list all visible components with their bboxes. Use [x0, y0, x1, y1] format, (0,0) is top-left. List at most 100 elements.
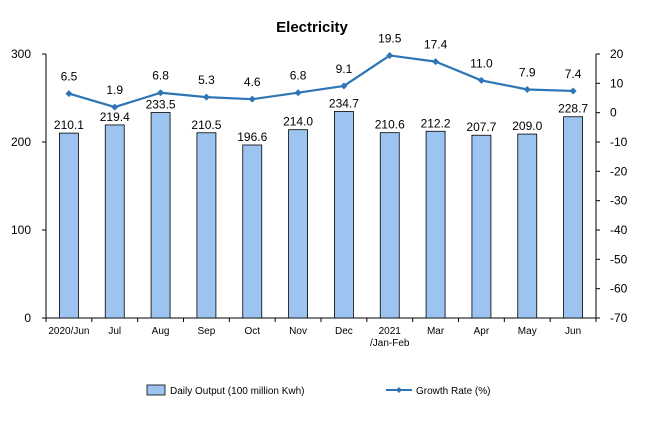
- x-tick-label: Jul: [108, 326, 121, 337]
- growth-rate-value-label: 6.8: [152, 69, 169, 83]
- bar-value-label: 233.5: [146, 98, 176, 112]
- bar: [288, 129, 308, 319]
- growth-line: [65, 51, 577, 111]
- bar-value-label: 210.1: [54, 118, 84, 132]
- bars: [59, 111, 583, 319]
- x-tick-label-line: Jun: [565, 326, 581, 337]
- growth-rate-marker: [340, 82, 348, 90]
- x-tick-label: Nov: [289, 326, 307, 337]
- left-tick-label: 100: [11, 223, 31, 237]
- growth-rate-value-label: 19.5: [378, 31, 402, 45]
- growth-rate-marker: [523, 85, 531, 93]
- x-tick-label: Dec: [335, 326, 353, 337]
- bar: [517, 133, 538, 319]
- right-tick-label: -70: [610, 311, 628, 325]
- growth-rate-marker: [202, 93, 210, 101]
- left-tick-label: 0: [24, 311, 31, 325]
- legend: Daily Output (100 million Kwh) Growth Rat…: [146, 384, 490, 397]
- right-tick-label: -30: [610, 194, 628, 208]
- right-tick-label: 10: [610, 76, 624, 90]
- legend-line-marker: [396, 387, 402, 393]
- x-tick-label: Apr: [474, 326, 490, 337]
- bar: [196, 132, 217, 319]
- bar-value-label: 214.0: [283, 115, 313, 129]
- legend-bar-swatch: [146, 384, 166, 396]
- bar: [379, 132, 400, 319]
- growth-rate-line: [68, 54, 574, 109]
- x-tick-label-line: Sep: [198, 326, 216, 337]
- bar-value-label: 228.7: [558, 102, 588, 116]
- x-tick-label-line: May: [518, 326, 537, 337]
- bar-value-label: 219.4: [100, 110, 130, 124]
- bar-value-label: 207.7: [466, 120, 496, 134]
- bar: [104, 124, 125, 319]
- growth-rate-value-label: 7.4: [565, 67, 582, 81]
- growth-rate-marker: [432, 58, 440, 66]
- bar: [242, 144, 263, 319]
- bar: [334, 111, 354, 319]
- growth-rate-marker: [248, 95, 256, 103]
- growth-rate-value-label: 4.6: [244, 75, 261, 89]
- bar: [59, 132, 79, 319]
- x-tick-label-line: Mar: [427, 326, 445, 337]
- bar-value-label: 210.6: [375, 118, 405, 132]
- growth-rate-marker: [157, 89, 165, 97]
- growth-rate-value-label: 6.8: [290, 69, 307, 83]
- legend-line-label: Growth Rate (%): [416, 386, 490, 397]
- right-tick-label: 0: [610, 106, 617, 120]
- left-tick-label: 300: [11, 47, 31, 61]
- bar-value-label: 234.7: [329, 96, 359, 110]
- x-tick-label-line: 2021: [379, 326, 402, 337]
- bar-value-label: 210.5: [191, 118, 221, 132]
- bar: [425, 130, 446, 319]
- x-tick-label-line: Dec: [335, 326, 353, 337]
- right-tick-label: -60: [610, 282, 628, 296]
- growth-rate-value-label: 7.9: [519, 65, 536, 79]
- growth-rate-marker: [294, 89, 302, 97]
- left-tick-label: 200: [11, 135, 31, 149]
- x-tick-label-line: Aug: [152, 326, 170, 337]
- x-tick-label: Jun: [565, 326, 581, 337]
- growth-rate-marker: [477, 76, 485, 84]
- growth-rate-value-label: 5.3: [198, 73, 215, 87]
- x-tick-label: Aug: [152, 326, 170, 337]
- growth-rate-marker: [65, 90, 73, 98]
- growth-rate-marker: [569, 87, 577, 95]
- x-tick-label: Oct: [244, 326, 260, 337]
- x-tick-label: Mar: [427, 326, 445, 337]
- x-tick-label-line: Oct: [244, 326, 260, 337]
- bar-value-label: 212.2: [421, 116, 451, 130]
- right-tick-label: -50: [610, 252, 628, 266]
- growth-rate-value-label: 1.9: [106, 83, 123, 97]
- growth-rate-marker: [111, 103, 119, 111]
- chart-title: Electricity: [276, 19, 348, 36]
- bar: [563, 116, 583, 319]
- x-tick-label-line: /Jan-Feb: [370, 338, 410, 349]
- bar: [471, 134, 492, 319]
- bar-value-label: 209.0: [512, 119, 542, 133]
- x-tick-label: 2020/Jun: [48, 326, 89, 337]
- x-tick-label-line: Nov: [289, 326, 307, 337]
- data-labels: 210.1 219.4 233.5 210.5 196.6 214.0 234.7 210.6…: [54, 31, 589, 144]
- x-tick-label: May: [518, 326, 537, 337]
- right-tick-label: -40: [610, 223, 628, 237]
- x-tick-label-line: 2020/Jun: [48, 326, 89, 337]
- right-tick-label: -20: [610, 164, 628, 178]
- bar: [150, 112, 171, 319]
- right-tick-label: -10: [610, 135, 628, 149]
- bar-value-label: 196.6: [237, 130, 267, 144]
- x-tick-label-line: Jul: [108, 326, 121, 337]
- x-tick-label: 2021/Jan-Feb: [370, 326, 410, 349]
- x-tick-label-line: Apr: [474, 326, 490, 337]
- growth-rate-value-label: 9.1: [336, 62, 353, 76]
- growth-rate-value-label: 11.0: [470, 56, 493, 70]
- x-tick-label: Sep: [198, 326, 216, 337]
- legend-bar-label: Daily Output (100 million Kwh): [170, 386, 305, 397]
- growth-rate-value-label: 17.4: [424, 38, 448, 52]
- right-tick-label: 20: [610, 47, 624, 61]
- growth-rate-marker: [386, 51, 394, 59]
- growth-rate-value-label: 6.5: [61, 70, 78, 84]
